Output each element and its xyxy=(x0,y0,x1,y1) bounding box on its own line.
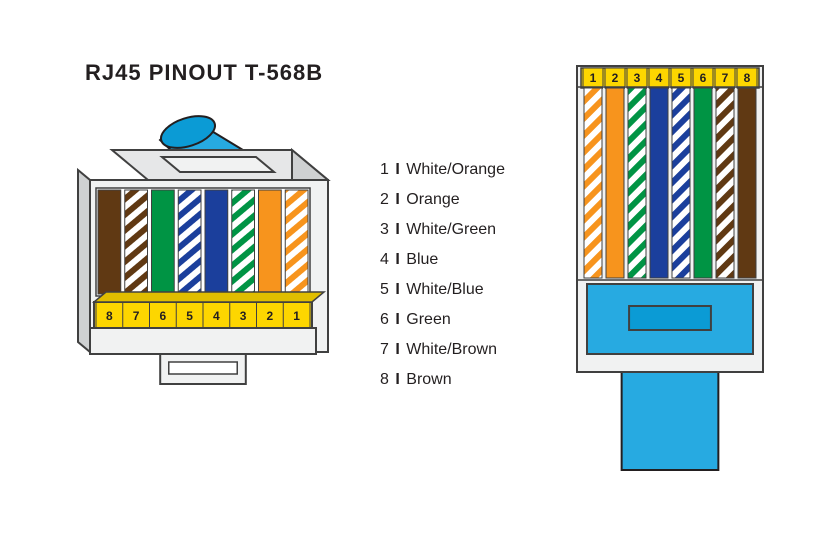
legend-pin-label: White/Green xyxy=(406,221,496,238)
svg-text:4: 4 xyxy=(213,309,220,323)
svg-text:5: 5 xyxy=(678,71,685,85)
legend-pin-label: White/Orange xyxy=(406,161,505,178)
legend-pin-num: 8 xyxy=(380,371,389,388)
legend-pin-label: White/Brown xyxy=(406,341,497,358)
legend-row: 3 I White/Green xyxy=(380,215,505,245)
pin-legend: 1 I White/Orange2 I Orange3 I White/Gree… xyxy=(380,155,505,395)
legend-pin-num: 1 xyxy=(380,161,389,178)
svg-text:3: 3 xyxy=(634,71,641,85)
legend-pin-num: 7 xyxy=(380,341,389,358)
legend-pin-label: Blue xyxy=(406,251,438,268)
legend-pin-label: White/Blue xyxy=(406,281,483,298)
legend-sep: I xyxy=(393,311,401,328)
legend-pin-num: 2 xyxy=(380,191,389,208)
legend-row: 5 I White/Blue xyxy=(380,275,505,305)
connector-iso-view: 1 2 3 4 5 6 7 8 xyxy=(60,110,380,440)
legend-sep: I xyxy=(393,371,401,388)
svg-text:7: 7 xyxy=(722,71,729,85)
connector-front-view: 1 2 3 4 5 6 7 8 xyxy=(570,60,770,480)
legend-sep: I xyxy=(393,281,401,298)
svg-text:1: 1 xyxy=(590,71,597,85)
legend-row: 6 I Green xyxy=(380,305,505,335)
svg-text:7: 7 xyxy=(133,309,140,323)
legend-sep: I xyxy=(393,221,401,238)
legend-sep: I xyxy=(393,161,401,178)
svg-text:2: 2 xyxy=(612,71,619,85)
legend-pin-label: Green xyxy=(406,311,450,328)
legend-row: 4 I Blue xyxy=(380,245,505,275)
svg-text:3: 3 xyxy=(240,309,247,323)
svg-text:8: 8 xyxy=(744,71,751,85)
legend-pin-num: 5 xyxy=(380,281,389,298)
legend-sep: I xyxy=(393,341,401,358)
svg-text:6: 6 xyxy=(160,309,167,323)
diagram-title: RJ45 PINOUT T-568B xyxy=(85,60,323,86)
svg-text:6: 6 xyxy=(700,71,707,85)
legend-pin-label: Orange xyxy=(406,191,459,208)
legend-pin-label: Brown xyxy=(406,371,451,388)
svg-text:4: 4 xyxy=(656,71,663,85)
svg-text:8: 8 xyxy=(106,309,113,323)
legend-pin-num: 6 xyxy=(380,311,389,328)
svg-text:1: 1 xyxy=(293,309,300,323)
svg-text:5: 5 xyxy=(186,309,193,323)
legend-row: 1 I White/Orange xyxy=(380,155,505,185)
legend-pin-num: 4 xyxy=(380,251,389,268)
legend-row: 7 I White/Brown xyxy=(380,335,505,365)
legend-sep: I xyxy=(393,191,401,208)
legend-sep: I xyxy=(393,251,401,268)
legend-pin-num: 3 xyxy=(380,221,389,238)
svg-text:2: 2 xyxy=(267,309,274,323)
legend-row: 8 I Brown xyxy=(380,365,505,395)
legend-row: 2 I Orange xyxy=(380,185,505,215)
